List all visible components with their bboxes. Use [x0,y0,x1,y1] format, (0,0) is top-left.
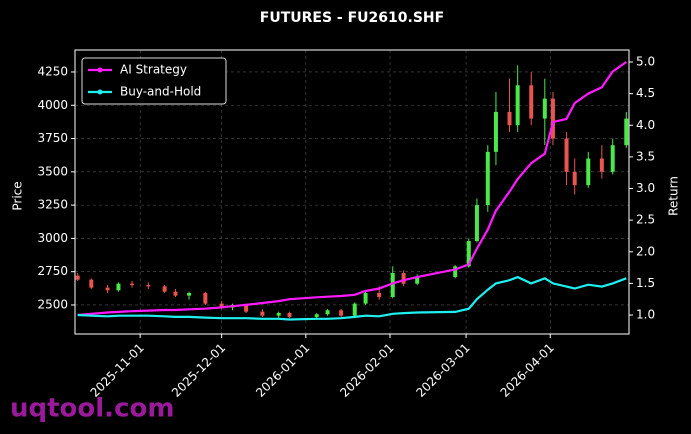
candle-body [401,273,406,284]
candle-body [105,287,110,291]
candle-body [550,98,555,139]
candle-body [352,303,357,316]
plot-frame [74,49,630,335]
candle-body [542,98,547,119]
candle-body [415,277,420,284]
candle-body [572,171,577,186]
candle-body [466,241,471,267]
candle-body [89,279,94,288]
y2-tick-label: 1.5 [636,276,655,290]
y-tick-label: 3750 [37,131,68,145]
candle-body [515,85,520,126]
y-tick-label: 3500 [37,164,68,178]
y2-tick-label: 5.0 [636,55,655,69]
legend-label: Buy-and-Hold [120,85,201,99]
candle-body [325,310,330,315]
legend-marker [97,89,103,95]
candle-body [390,273,395,297]
candle-body [244,304,249,312]
candle-body [599,158,604,172]
chart-title: FUTURES - FU2610.SHF [260,10,444,26]
candle-body [162,286,167,292]
candle-body [146,285,151,287]
candle-body [507,111,512,126]
legend-marker [97,67,103,73]
candle-body [130,283,135,286]
candle-body [493,111,498,152]
candle-body [75,275,80,280]
y-tick-label: 2500 [37,297,68,311]
watermark: uqtool.com [10,394,174,424]
candle-body [529,85,534,119]
y-tick-label: 2750 [37,264,68,278]
candle-body [377,292,382,297]
candle-body [564,138,569,172]
candle-body [453,266,458,278]
y-tick-label: 3000 [37,231,68,245]
candle-body [219,303,224,308]
candle-body [314,314,319,317]
return-line [77,61,627,317]
y2-tick-label: 3.0 [636,181,655,195]
candle-body [624,118,629,146]
y2-axis-label: Return [667,176,681,216]
candle-body [276,312,281,316]
candle-body [116,283,121,291]
y-tick-label: 4000 [37,98,68,112]
y-axis-label: Price [11,181,25,210]
y2-tick-label: 3.5 [636,149,655,163]
legend-box [81,57,227,105]
candle-body [203,292,208,304]
candle-body [586,158,591,186]
candle-body [287,312,292,317]
legend-label: AI Strategy [120,63,187,77]
candle-body [173,291,178,296]
y-tick-label: 3250 [37,198,68,212]
y-tick-label: 4250 [37,64,68,78]
y2-tick-label: 4.0 [636,118,655,132]
candle-body [339,310,344,316]
candle-body [485,151,490,206]
return-line [77,275,627,321]
y2-tick-label: 4.5 [636,86,655,100]
candle-body [260,311,265,316]
y2-tick-label: 2.0 [636,244,655,258]
y2-tick-label: 2.5 [636,213,655,227]
y2-tick-label: 1.0 [636,308,655,322]
candle-body [187,292,192,296]
candle-body [610,145,615,172]
candle-body [474,205,479,242]
candle-body [363,292,368,304]
